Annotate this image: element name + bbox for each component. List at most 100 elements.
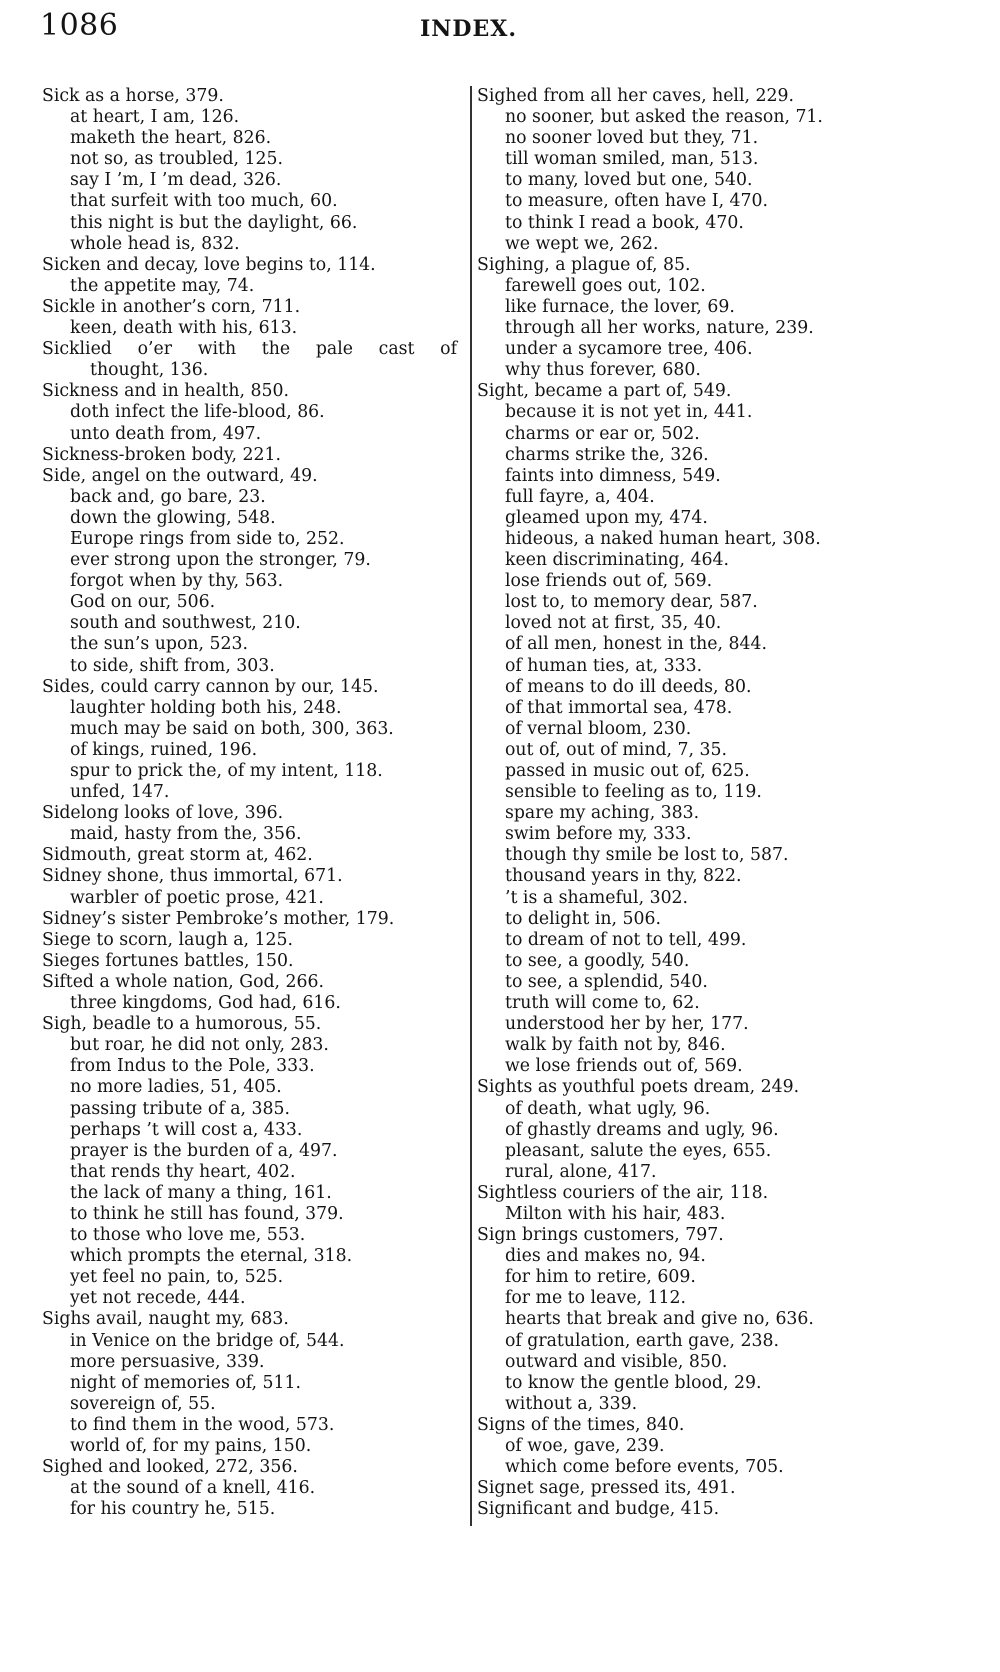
index-subentry: world of, for my pains, 150. [70, 1436, 312, 1456]
index-subentry: that rends thy heart, 402. [70, 1161, 296, 1182]
index-subentry: but roar, he did not only, 283. [70, 1035, 329, 1056]
index-subentry: three kingdoms, God had, 616. [70, 993, 341, 1014]
index-entry: Siege to scorn, laugh a, 125. [42, 929, 293, 950]
index-subentry: of all men, honest in the, 844. [505, 634, 767, 655]
index-subentry: farewell goes out, 102. [505, 275, 706, 296]
index-subentry: outward and visible, 850. [505, 1351, 728, 1372]
index-subentry: keen discriminating, 464. [505, 550, 729, 571]
index-subentry: Milton with his hair, 483. [505, 1203, 726, 1224]
index-subentry: for his country he, 515. [70, 1499, 276, 1520]
index-subentry: perhaps ’t will cost a, 433. [70, 1119, 303, 1140]
index-entry: Sightless couriers of the air, 118. [477, 1182, 769, 1203]
index-subentry: night of memories of, 511. [70, 1372, 302, 1393]
index-subentry: to those who love me, 553. [70, 1225, 306, 1246]
index-subentry: like furnace, the lover, 69. [505, 296, 735, 317]
index-subentry: of human ties, at, 333. [505, 655, 703, 676]
index-subentry: laughter holding both his, 248. [70, 697, 342, 718]
index-subentry: lost to, to memory dear, 587. [505, 592, 758, 613]
index-entry: Sidney’s sister Pembroke’s mother, 179. [42, 908, 395, 929]
index-subentry: why thus forever, 680. [505, 360, 701, 381]
index-subentry: to think he still has found, 379. [70, 1203, 344, 1224]
index-entry-continuation: thought, 136. [90, 360, 209, 381]
index-subentry: to delight in, 506. [505, 908, 661, 929]
index-entry: Significant and budge, 415. [477, 1499, 720, 1520]
index-column-right: Sighed from all her caves, hell, 229. no … [477, 86, 897, 1520]
index-entry: Sickness and in health, 850. [42, 381, 289, 402]
index-entry: Signet sage, pressed its, 491. [477, 1478, 736, 1499]
index-subentry: to dream of not to tell, 499. [505, 929, 747, 950]
index-subentry: till woman smiled, man, 513. [505, 149, 759, 170]
index-subentry: to see, a goodly, 540. [505, 950, 690, 971]
index-subentry: thousand years in thy, 822. [505, 866, 742, 887]
index-subentry: walk by faith not by, 846. [505, 1035, 726, 1056]
index-subentry: swim before my, 333. [505, 824, 692, 845]
index-subentry: we lose friends out of, 569. [505, 1056, 743, 1077]
index-subentry: down the glowing, 548. [70, 507, 276, 528]
index-subentry: the lack of many a thing, 161. [70, 1182, 332, 1203]
index-entry: Sides, could carry cannon by our, 145. [42, 676, 379, 697]
index-subentry: passed in music out of, 625. [505, 761, 750, 781]
index-subentry: at the sound of a knell, 416. [70, 1478, 316, 1499]
index-subentry: to think I read a book, 470. [505, 212, 744, 233]
index-subentry: more persuasive, 339. [70, 1351, 265, 1372]
index-subentry: yet not recede, 444. [70, 1288, 246, 1309]
index-subentry: because it is not yet in, 441. [505, 402, 753, 423]
index-subentry: this night is but the daylight, 66. [70, 212, 358, 233]
index-subentry: of vernal bloom, 230. [505, 718, 692, 739]
index-entry: Sieges fortunes battles, 150. [42, 950, 294, 971]
index-subentry: of kings, ruined, 196. [70, 739, 258, 760]
index-subentry: doth infect the life-blood, 86. [70, 402, 325, 423]
index-subentry: no more ladies, 51, 405. [70, 1077, 282, 1098]
index-subentry: out of, out of mind, 7, 35. [505, 739, 727, 760]
index-subentry: whole head is, 832. [70, 233, 240, 254]
index-subentry: from Indus to the Pole, 333. [70, 1056, 315, 1077]
index-subentry: pleasant, salute the eyes, 655. [505, 1140, 772, 1161]
index-entry: Sifted a whole nation, God, 266. [42, 971, 325, 992]
index-subentry: dies and makes no, 94. [505, 1246, 706, 1267]
index-subentry: of means to do ill deeds, 80. [505, 676, 752, 697]
index-column-left: Sick as a horse, 379. at heart, I am, 126… [42, 86, 457, 1520]
index-subentry: no sooner, but asked the reason, 71. [505, 107, 823, 128]
index-subentry: truth will come to, 62. [505, 993, 700, 1014]
index-entry: Sicken and decay, love begins to, 114. [42, 254, 376, 275]
index-entry: Sick as a horse, 379. [42, 86, 224, 106]
index-subentry: in Venice on the bridge of, 544. [70, 1330, 345, 1351]
index-subentry: lose friends out of, 569. [505, 571, 713, 592]
index-subentry: warbler of poetic prose, 421. [70, 887, 324, 908]
index-subentry: not so, as troubled, 125. [70, 149, 283, 170]
index-subentry: keen, death with his, 613. [70, 318, 298, 339]
index-subentry: of woe, gave, 239. [505, 1436, 665, 1456]
index-subentry: faints into dimness, 549. [505, 465, 721, 486]
index-entry: Sickle in another’s corn, 711. [42, 296, 301, 317]
index-subentry: spur to prick the, of my intent, 118. [70, 761, 383, 781]
index-entry: Sighed and looked, 272, 356. [42, 1457, 298, 1478]
index-entry: Sickness-broken body, 221. [42, 444, 281, 465]
index-subentry: loved not at first, 35, 40. [505, 613, 722, 634]
index-subentry: south and southwest, 210. [70, 613, 301, 634]
index-subentry: sovereign of, 55. [70, 1393, 216, 1414]
index-subentry: the sun’s upon, 523. [70, 634, 248, 655]
index-subentry: of that immortal sea, 478. [505, 697, 733, 718]
index-subentry: God on our, 506. [70, 592, 216, 613]
index-subentry: to know the gentle blood, 29. [505, 1372, 762, 1393]
page-number: 1086 [40, 8, 119, 43]
index-subentry: hideous, a naked human heart, 308. [505, 528, 821, 549]
index-entry: Sighs avail, naught my, 683. [42, 1309, 289, 1330]
index-subentry: without a, 339. [505, 1393, 638, 1414]
index-subentry: passing tribute of a, 385. [70, 1098, 290, 1119]
index-subentry: to many, loved but one, 540. [505, 170, 753, 191]
index-entry: Sights as youthful poets dream, 249. [477, 1077, 800, 1098]
index-subentry: maketh the heart, 826. [70, 128, 272, 149]
index-subentry: through all her works, nature, 239. [505, 318, 814, 339]
index-subentry: to find them in the wood, 573. [70, 1414, 335, 1435]
index-subentry: under a sycamore tree, 406. [505, 339, 753, 360]
index-subentry: to side, shift from, 303. [70, 655, 275, 676]
index-entry: Side, angel on the outward, 49. [42, 465, 318, 486]
index-entry: Sighed from all her caves, hell, 229. [477, 86, 794, 106]
index-subentry: the appetite may, 74. [70, 275, 255, 296]
index-subentry: we wept we, 262. [505, 233, 659, 254]
index-subentry: say I ’m, I ’m dead, 326. [70, 170, 282, 191]
index-subentry: prayer is the burden of a, 497. [70, 1140, 338, 1161]
index-subentry: to measure, often have I, 470. [505, 191, 769, 212]
index-entry: Sigh, beadle to a humorous, 55. [42, 1014, 322, 1035]
